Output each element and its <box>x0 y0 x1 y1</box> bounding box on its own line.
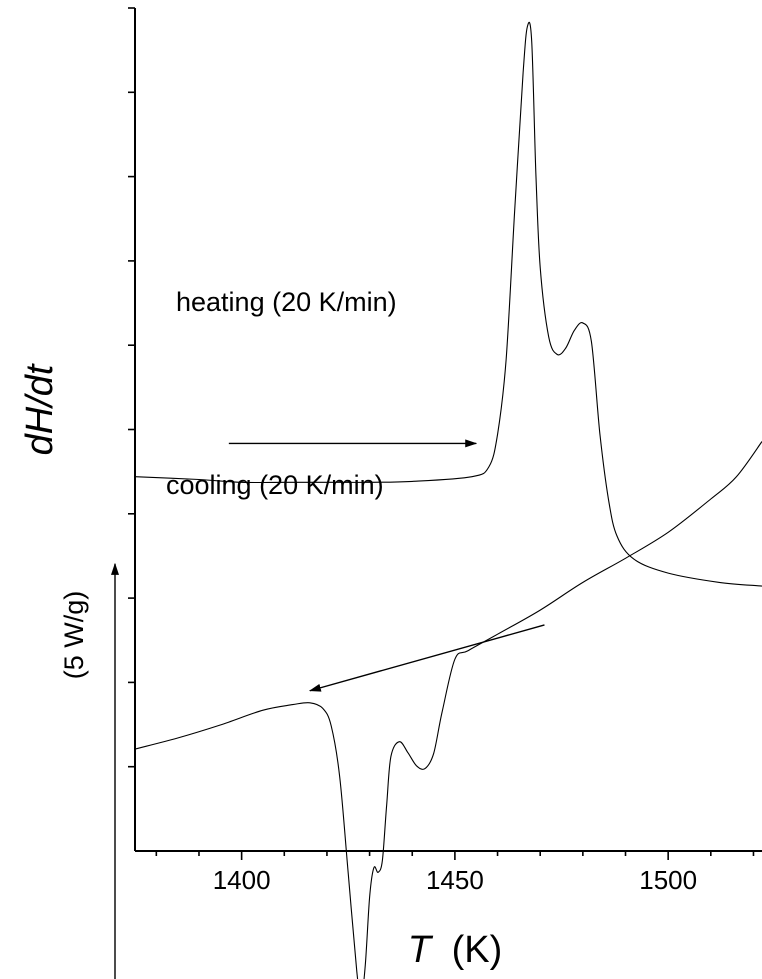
plot-area <box>134 8 762 852</box>
annotations: heating (20 K/min) cooling (20 K/min) <box>166 287 545 692</box>
y-ticks <box>128 7 135 768</box>
scale-bar: (5 W/g) <box>59 562 119 979</box>
y-axis-title: dH/dt <box>19 363 61 455</box>
x-axis-title-unit: (K) <box>452 929 503 971</box>
x-tick-label: 1450 <box>426 865 484 895</box>
x-tick-label: 1500 <box>639 865 697 895</box>
x-ticks: 1400 1450 1500 <box>155 851 755 895</box>
x-tick-label: 1400 <box>213 865 271 895</box>
heating-curve <box>134 21 762 587</box>
cooling-curve <box>134 441 762 979</box>
x-axis-title: T (K) <box>408 929 502 971</box>
series-group <box>134 21 762 979</box>
scale-bar-label: (5 W/g) <box>59 591 89 680</box>
x-axis-title-variable: T <box>408 929 434 971</box>
cooling-label: cooling (20 K/min) <box>166 470 384 500</box>
cooling-arrow <box>308 624 545 692</box>
heating-label: heating (20 K/min) <box>176 287 397 317</box>
